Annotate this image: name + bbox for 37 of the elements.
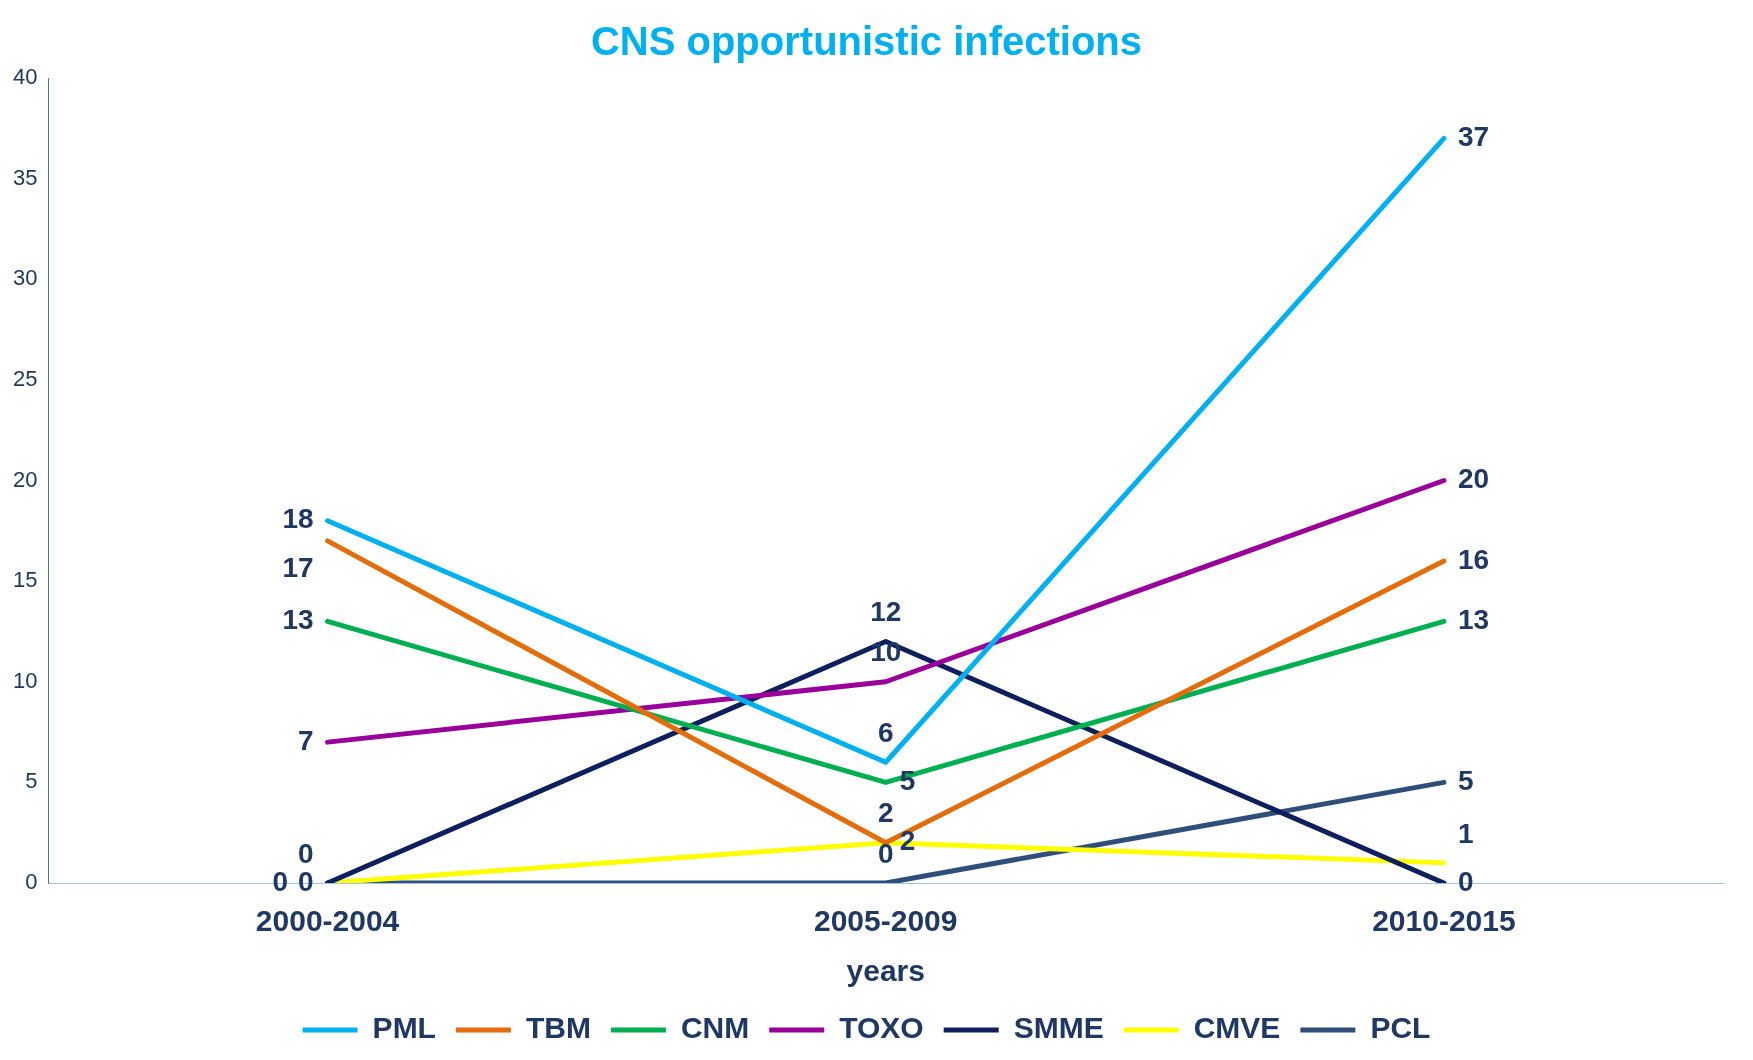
y-tick-label: 40 (12, 64, 38, 90)
y-tick-label: 10 (12, 667, 38, 693)
data-label: 16 (1457, 543, 1490, 575)
legend-label: CNM (680, 1011, 750, 1045)
data-label: 0 (1457, 865, 1474, 897)
legend-label: PCL (1370, 1011, 1431, 1045)
x-tick-label: 2005-2009 (814, 904, 958, 938)
legend-label: PML (372, 1011, 436, 1045)
x-tick-label: 2010-2015 (1372, 904, 1516, 938)
data-label: 6 (877, 716, 894, 748)
data-label: 13 (282, 604, 314, 636)
data-label: 12 (870, 596, 902, 628)
data-label: 20 (1457, 463, 1490, 495)
legend-label: SMME (1013, 1011, 1104, 1045)
x-tick-label: 2000-2004 (255, 904, 400, 938)
data-label: 0 (877, 837, 894, 869)
chart-title: CNS opportunistic infections (590, 19, 1143, 64)
data-label: 18 (282, 503, 314, 535)
data-label: 2 (877, 797, 894, 829)
data-label: 13 (1457, 604, 1490, 636)
y-tick-label: 5 (25, 768, 38, 794)
legend-label: CMVE (1193, 1011, 1281, 1045)
y-tick-label: 35 (12, 164, 38, 190)
y-tick-label: 20 (12, 466, 38, 492)
data-label: 37 (1457, 121, 1490, 153)
data-label: 7 (297, 724, 314, 756)
legend-label: TOXO (839, 1011, 924, 1045)
legend-label: TBM (525, 1011, 591, 1045)
y-tick-label: 0 (25, 869, 38, 895)
data-label: 5 (1457, 765, 1474, 797)
data-label: 0 (272, 865, 288, 897)
y-tick-label: 30 (12, 265, 38, 291)
y-tick-label: 25 (12, 365, 38, 391)
data-label: 17 (282, 551, 314, 583)
y-tick-label: 15 (12, 567, 38, 593)
x-axis-title: years (846, 954, 925, 988)
data-label: 1 (1457, 817, 1474, 849)
